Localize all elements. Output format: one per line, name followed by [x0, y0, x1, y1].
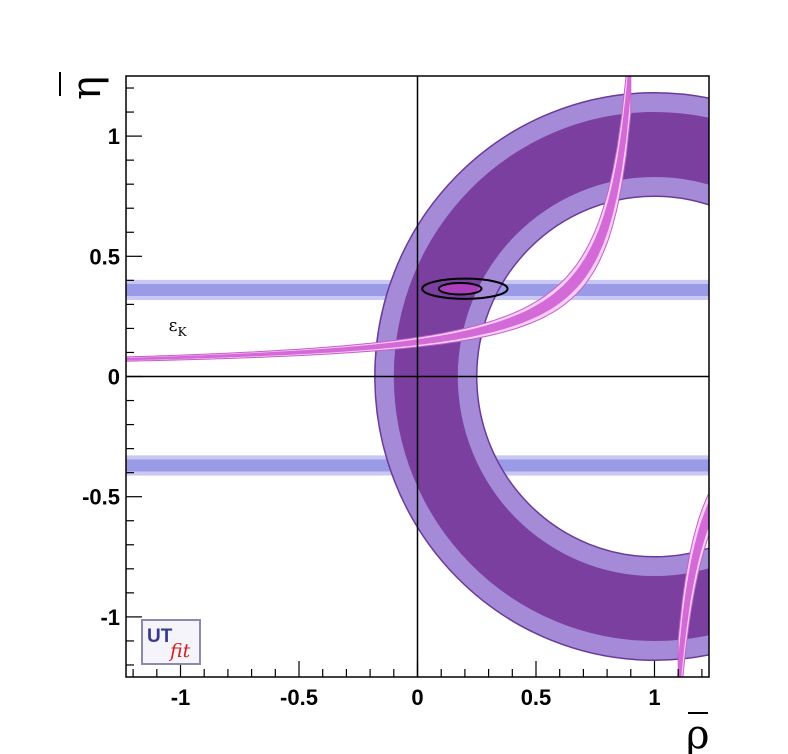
- epsk-label: ε: [169, 316, 178, 336]
- y-tick-label: 0.5: [89, 244, 120, 269]
- y-tick-label: -1: [100, 605, 120, 630]
- epsk-band-upper-outer: [126, 76, 632, 362]
- x-tick-label: 1: [648, 685, 660, 710]
- utfit-logo: UT fit: [141, 619, 201, 665]
- fit-contour-68-fill: [438, 282, 482, 295]
- utfit-logo-sub: fit: [168, 640, 191, 662]
- y-tick-label: -0.5: [82, 485, 120, 510]
- epsk-label-sub: K: [178, 325, 188, 339]
- x-tick-label: -0.5: [280, 685, 318, 710]
- utfit-logo-main: UT: [147, 626, 173, 647]
- y-axis-title: η: [64, 76, 110, 100]
- x-tick-label: -1: [171, 685, 191, 710]
- fit-contour-68: [437, 281, 483, 296]
- y-tick-label: 1: [108, 124, 120, 149]
- epsk-band-lower-inner: [678, 501, 709, 677]
- y-tick-label: 0: [108, 365, 120, 390]
- x-tick-label: 0: [411, 685, 423, 710]
- fit-contour-95: [421, 277, 509, 300]
- ring-68: [393, 112, 709, 641]
- x-tick-label: 0.5: [521, 685, 552, 710]
- x-axis-title: ρ: [686, 712, 710, 754]
